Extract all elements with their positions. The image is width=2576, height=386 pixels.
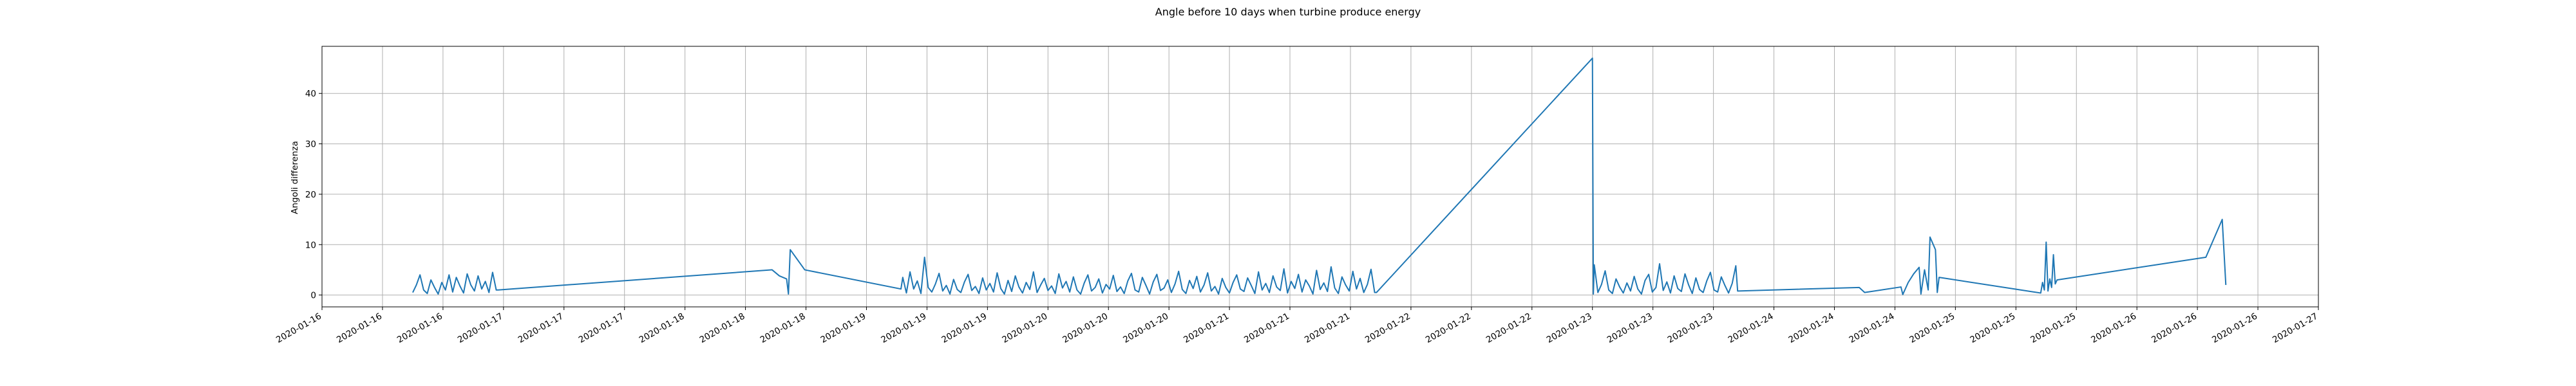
data-line — [412, 57, 2227, 295]
y-tick-label: 20 — [305, 190, 316, 200]
chart-title: Angle before 10 days when turbine produc… — [1155, 6, 1421, 18]
y-tick-label: 10 — [305, 240, 316, 250]
y-tick-label: 30 — [305, 140, 316, 150]
plot-frame — [321, 46, 2319, 308]
y-tick-label: 40 — [305, 89, 316, 99]
y-axis-label: Angoli differenza — [290, 141, 300, 214]
y-tick-label: 0 — [310, 291, 316, 301]
